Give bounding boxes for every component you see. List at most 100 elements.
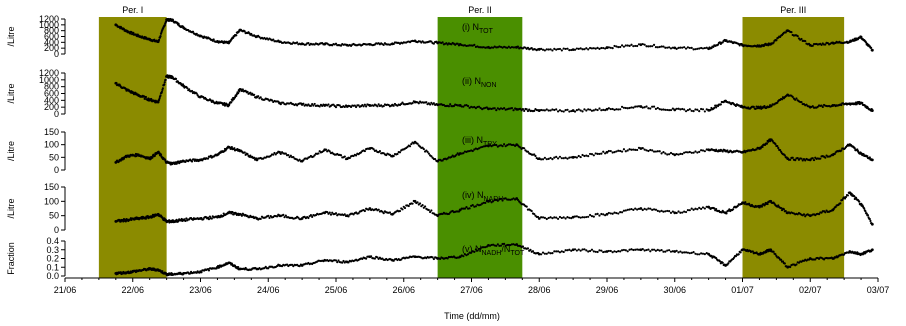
data-point-trace bbox=[327, 103, 330, 106]
panel-label: (iv) NNADH bbox=[462, 190, 503, 203]
data-point-trace bbox=[344, 104, 348, 107]
data-point-trace bbox=[734, 255, 738, 258]
data-point-trace bbox=[624, 209, 627, 212]
data-point-trace bbox=[430, 155, 433, 158]
data-point-trace bbox=[322, 211, 325, 214]
data-point-trace bbox=[466, 104, 470, 108]
data-point-trace bbox=[812, 158, 816, 162]
y-tick-label: 0 bbox=[54, 165, 59, 175]
data-point-trace bbox=[560, 216, 563, 220]
data-point-trace bbox=[512, 46, 515, 49]
data-point-trace bbox=[776, 145, 779, 148]
data-point-trace bbox=[583, 154, 586, 158]
data-point-trace bbox=[277, 263, 280, 266]
data-point-trace bbox=[579, 249, 582, 252]
data-point-trace bbox=[412, 255, 415, 258]
data-point-trace bbox=[270, 99, 274, 102]
data-point-trace bbox=[329, 213, 333, 216]
data-point-trace bbox=[615, 250, 618, 254]
data-point-trace bbox=[423, 205, 427, 208]
data-point-trace bbox=[430, 101, 433, 104]
data-point-trace bbox=[198, 217, 201, 220]
data-point-trace bbox=[611, 151, 614, 154]
data-point-trace bbox=[613, 44, 616, 48]
data-point-trace bbox=[556, 157, 560, 160]
data-point-trace bbox=[723, 149, 726, 152]
y-tick-label: 150 bbox=[44, 127, 59, 137]
data-point-trace bbox=[668, 46, 671, 49]
data-point bbox=[639, 207, 643, 210]
data-point-trace bbox=[373, 257, 376, 260]
data-point-trace bbox=[769, 43, 772, 46]
x-tick-label: 23/06 bbox=[189, 285, 212, 295]
data-point-trace bbox=[652, 248, 656, 251]
data-point-trace bbox=[694, 252, 697, 255]
data-point-trace bbox=[547, 251, 550, 254]
data-point-trace bbox=[768, 138, 771, 141]
data-point-trace bbox=[254, 36, 258, 39]
x-tick-label: 29/06 bbox=[596, 285, 619, 295]
data-point-trace bbox=[503, 143, 506, 146]
data-point-trace bbox=[568, 248, 571, 251]
data-point bbox=[639, 248, 643, 252]
data-point-trace bbox=[777, 204, 780, 207]
data-point-trace bbox=[807, 258, 811, 261]
data-point-trace bbox=[159, 94, 162, 97]
data-point-trace bbox=[253, 156, 256, 159]
data-point-trace bbox=[617, 149, 620, 152]
data-point-trace bbox=[526, 150, 530, 153]
data-point-trace bbox=[370, 255, 373, 258]
data-point-trace bbox=[660, 108, 663, 111]
data-point-trace bbox=[719, 103, 722, 106]
data-point-trace bbox=[536, 157, 540, 161]
data-point-trace bbox=[455, 153, 458, 156]
data-point-trace bbox=[334, 212, 338, 215]
data-point-trace bbox=[575, 109, 578, 112]
data-point-trace bbox=[198, 96, 201, 99]
data-point-trace bbox=[328, 150, 331, 153]
data-point-trace bbox=[556, 110, 560, 113]
data-point-trace bbox=[636, 208, 639, 211]
data-point-trace bbox=[457, 104, 461, 107]
data-point-trace bbox=[634, 44, 637, 48]
data-point-trace bbox=[551, 217, 554, 220]
data-point-trace bbox=[382, 211, 385, 215]
data-point-trace bbox=[334, 106, 338, 109]
data-point-trace bbox=[334, 259, 338, 262]
data-point-trace bbox=[485, 46, 488, 49]
data-point-trace bbox=[231, 211, 234, 214]
data-point-trace bbox=[632, 45, 635, 48]
data-point-trace bbox=[240, 214, 244, 217]
data-point-trace bbox=[157, 38, 161, 41]
data-point-trace bbox=[846, 194, 849, 197]
data-point-trace bbox=[643, 207, 646, 210]
data-point-trace bbox=[206, 157, 210, 160]
data-point-trace bbox=[230, 101, 233, 104]
data-point-trace bbox=[545, 217, 548, 221]
data-point-trace bbox=[790, 30, 793, 34]
data-point-trace bbox=[683, 210, 686, 213]
data-point-trace bbox=[504, 145, 507, 148]
data-point-trace bbox=[493, 143, 496, 147]
data-point-trace bbox=[562, 250, 565, 254]
y-tick-label: 1200 bbox=[39, 14, 59, 24]
data-point-trace bbox=[507, 143, 510, 146]
data-point-trace bbox=[479, 106, 482, 110]
data-point-trace bbox=[705, 148, 708, 151]
data-point-trace bbox=[147, 156, 151, 159]
data-point-trace bbox=[626, 107, 629, 110]
data-point-trace bbox=[747, 202, 751, 205]
data-point-trace bbox=[690, 151, 693, 154]
data-point-trace bbox=[195, 32, 198, 35]
data-point-trace bbox=[604, 47, 607, 50]
data-point-trace bbox=[654, 249, 658, 252]
data-point-trace bbox=[624, 44, 627, 47]
data-point-trace bbox=[273, 151, 276, 155]
data-point-trace bbox=[804, 215, 807, 218]
data-point-trace bbox=[698, 110, 701, 113]
data-point-trace bbox=[654, 46, 658, 49]
data-point-trace bbox=[811, 44, 814, 47]
data-point-trace bbox=[698, 47, 701, 50]
data-point-trace bbox=[566, 249, 569, 252]
data-point-trace bbox=[457, 256, 461, 259]
